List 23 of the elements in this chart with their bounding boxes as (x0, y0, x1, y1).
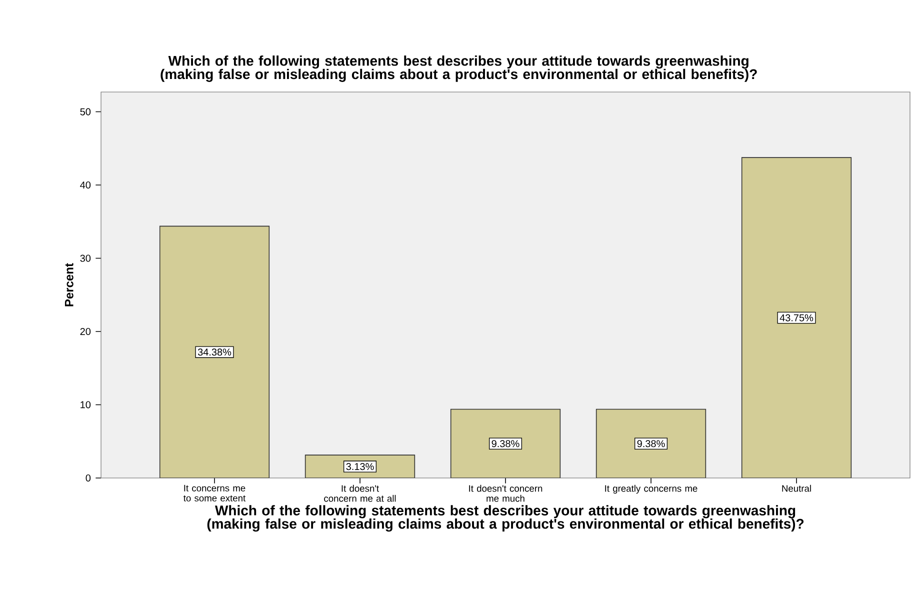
y-tick-label: 50 (80, 108, 91, 116)
y-axis-title: Percent (64, 263, 74, 306)
y-tick-label: 40 (80, 181, 91, 189)
data-label: 9.38% (637, 440, 665, 448)
x-tick-label: Neutral (782, 484, 811, 492)
data-label: 43.75% (780, 314, 814, 322)
x-axis-title: Which of the following statements best describes your attitude towards greenwashing (making false or misleading claims about a product's environmental or ethical benefits)? (207, 505, 804, 532)
data-label: 9.38% (492, 440, 520, 448)
x-tick-label: It greatly concerns me (605, 484, 698, 494)
bar (596, 408, 706, 478)
y-tick-label: 30 (80, 254, 91, 262)
x-tick-label: It doesn't concern me much (469, 484, 542, 502)
bar (450, 408, 561, 478)
x-tick-label: It doesn't concern me at all (324, 484, 396, 502)
data-label: 3.13% (346, 462, 374, 470)
bar (159, 226, 270, 478)
x-tick-label: It concerns me to some extent (184, 484, 246, 502)
y-tick-label: 0 (86, 474, 91, 482)
chart-title: Which of the following statements best describes your attitude towards greenwashing (making false or misleading claims about a product's environmental or ethical benefits)? (160, 56, 757, 82)
bar (741, 157, 852, 478)
y-tick-label: 10 (80, 401, 91, 408)
y-tick-label: 20 (80, 328, 91, 336)
data-label: 34.38% (198, 348, 232, 356)
